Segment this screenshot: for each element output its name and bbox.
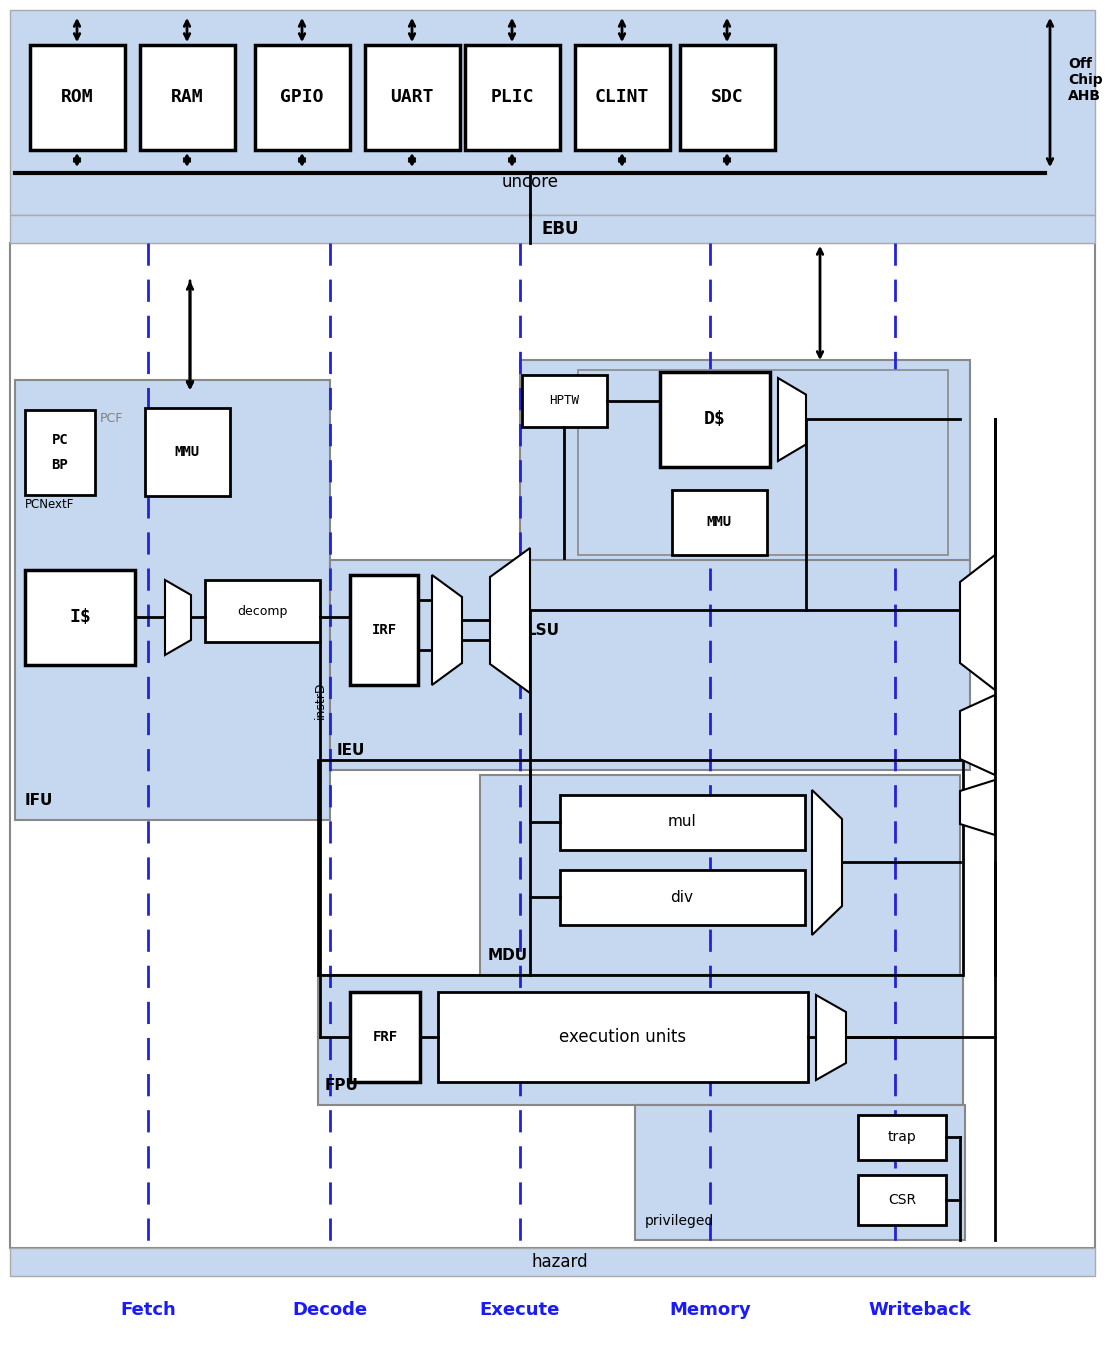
Bar: [480, 775, 960, 975]
Bar: [144, 408, 230, 496]
Polygon shape: [778, 379, 806, 461]
Text: GPIO: GPIO: [280, 88, 324, 106]
Text: MMU: MMU: [707, 515, 731, 529]
Text: IFU: IFU: [25, 793, 54, 808]
Text: RAM: RAM: [170, 88, 204, 106]
Polygon shape: [812, 789, 842, 935]
Bar: [255, 44, 349, 150]
Text: PC: PC: [52, 432, 68, 447]
Text: uncore: uncore: [502, 172, 559, 191]
Bar: [438, 991, 808, 1082]
Text: IRF: IRF: [372, 624, 396, 637]
Text: BP: BP: [52, 458, 68, 471]
Bar: [635, 1105, 965, 1241]
Text: hazard: hazard: [532, 1253, 588, 1272]
Text: Memory: Memory: [669, 1301, 750, 1319]
Text: CSR: CSR: [888, 1193, 916, 1207]
Bar: [522, 374, 607, 427]
Bar: [30, 44, 125, 150]
Text: decomp: decomp: [236, 605, 287, 617]
Bar: [10, 1249, 1095, 1276]
Text: SDC: SDC: [711, 88, 744, 106]
Bar: [349, 991, 420, 1082]
Polygon shape: [491, 548, 530, 692]
Text: CLINT: CLINT: [595, 88, 650, 106]
Text: HPTW: HPTW: [549, 395, 579, 408]
Bar: [858, 1115, 946, 1160]
Text: ROM: ROM: [60, 88, 93, 106]
Text: Writeback: Writeback: [869, 1301, 971, 1319]
Text: Decode: Decode: [292, 1301, 367, 1319]
Bar: [858, 1175, 946, 1224]
Text: PCF: PCF: [100, 411, 123, 424]
Bar: [205, 581, 320, 643]
Text: LSU: LSU: [528, 624, 560, 638]
Bar: [10, 216, 1095, 242]
Bar: [520, 360, 970, 651]
Text: EBU: EBU: [541, 220, 579, 238]
Bar: [560, 795, 805, 850]
Bar: [560, 870, 805, 925]
Text: UART: UART: [390, 88, 433, 106]
Text: FPU: FPU: [325, 1078, 358, 1092]
Text: PLIC: PLIC: [491, 88, 534, 106]
Polygon shape: [960, 555, 995, 690]
Text: div: div: [671, 889, 693, 904]
Bar: [365, 44, 460, 150]
Bar: [672, 490, 767, 555]
Bar: [10, 242, 1095, 1249]
Text: IEU: IEU: [337, 744, 365, 758]
Text: mul: mul: [668, 815, 697, 830]
Bar: [330, 560, 970, 770]
Bar: [140, 44, 235, 150]
Polygon shape: [165, 581, 192, 655]
Text: MDU: MDU: [488, 948, 529, 963]
Text: execution units: execution units: [559, 1028, 687, 1047]
Bar: [465, 44, 560, 150]
Bar: [25, 409, 95, 494]
Bar: [25, 570, 136, 665]
Bar: [318, 975, 963, 1105]
Polygon shape: [960, 780, 995, 835]
Text: PCNextF: PCNextF: [25, 498, 74, 511]
Text: MMU: MMU: [175, 445, 199, 459]
Text: FRF: FRF: [373, 1030, 398, 1044]
Polygon shape: [816, 995, 846, 1080]
Polygon shape: [432, 575, 461, 686]
Text: privileged: privileged: [645, 1214, 715, 1228]
Bar: [680, 44, 775, 150]
Bar: [660, 372, 771, 467]
Text: instrD: instrD: [314, 682, 327, 719]
Text: I$: I$: [69, 607, 91, 626]
Text: Fetch: Fetch: [120, 1301, 176, 1319]
Bar: [10, 9, 1095, 216]
Text: trap: trap: [888, 1130, 916, 1144]
Bar: [10, 9, 1095, 216]
Bar: [318, 760, 963, 975]
Polygon shape: [960, 695, 995, 775]
Text: D$: D$: [704, 409, 726, 428]
Text: Off
Chip
AHB: Off Chip AHB: [1068, 57, 1102, 104]
Bar: [575, 44, 670, 150]
Bar: [15, 380, 330, 820]
Text: Execute: Execute: [479, 1301, 560, 1319]
Bar: [349, 575, 418, 686]
Bar: [578, 370, 948, 555]
